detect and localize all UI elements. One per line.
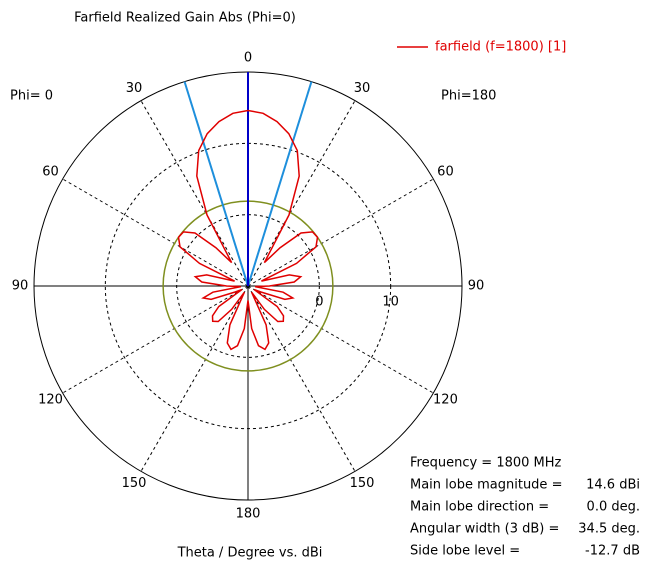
pattern-line	[177, 109, 319, 351]
info-value: 0.0 deg.	[587, 500, 640, 515]
beam-width-line	[183, 81, 249, 287]
angle-spoke	[62, 285, 249, 394]
phi-right-label: Phi=180	[441, 89, 496, 104]
info-value: 14.6 dBi	[586, 478, 640, 493]
angle-tick-label: 150	[122, 476, 147, 491]
info-label: Main lobe magnitude =	[410, 478, 562, 493]
legend-label: farfield (f=1800) [1]	[435, 40, 566, 55]
angle-spoke	[247, 285, 434, 394]
x-axis-label: Theta / Degree vs. dBi	[177, 546, 323, 561]
angle-tick-label: 180	[236, 507, 261, 522]
angle-tick-label: 30	[126, 81, 143, 96]
angle-tick-label: 60	[437, 165, 454, 180]
angle-tick-label: 90	[12, 279, 29, 294]
angle-tick-label: 30	[354, 81, 371, 96]
info-label: Side lobe level =	[410, 544, 520, 559]
angle-tick-label: 150	[350, 476, 375, 491]
angle-tick-label: 120	[433, 393, 458, 408]
radial-tick-label: 0	[315, 295, 323, 310]
chart-title: Farfield Realized Gain Abs (Phi=0)	[74, 11, 296, 26]
angle-tick-label: 120	[38, 393, 63, 408]
radial-grid-circle	[176, 214, 320, 358]
angle-tick-label: 0	[244, 51, 252, 66]
info-value: 34.5 deg.	[578, 522, 640, 537]
angle-spoke	[140, 285, 249, 472]
beam-width-line	[247, 81, 313, 287]
phi-left-label: Phi= 0	[10, 89, 53, 104]
info-value: -12.7 dB	[585, 544, 640, 559]
angle-spoke	[247, 285, 356, 472]
info-label: Main lobe direction =	[410, 500, 549, 515]
info-label: Frequency = 1800 MHz	[410, 456, 562, 471]
angle-tick-label: 60	[42, 165, 59, 180]
info-label: Angular width (3 dB) =	[410, 522, 559, 537]
angle-tick-label: 90	[468, 279, 485, 294]
radial-tick-label: 10	[382, 295, 399, 310]
